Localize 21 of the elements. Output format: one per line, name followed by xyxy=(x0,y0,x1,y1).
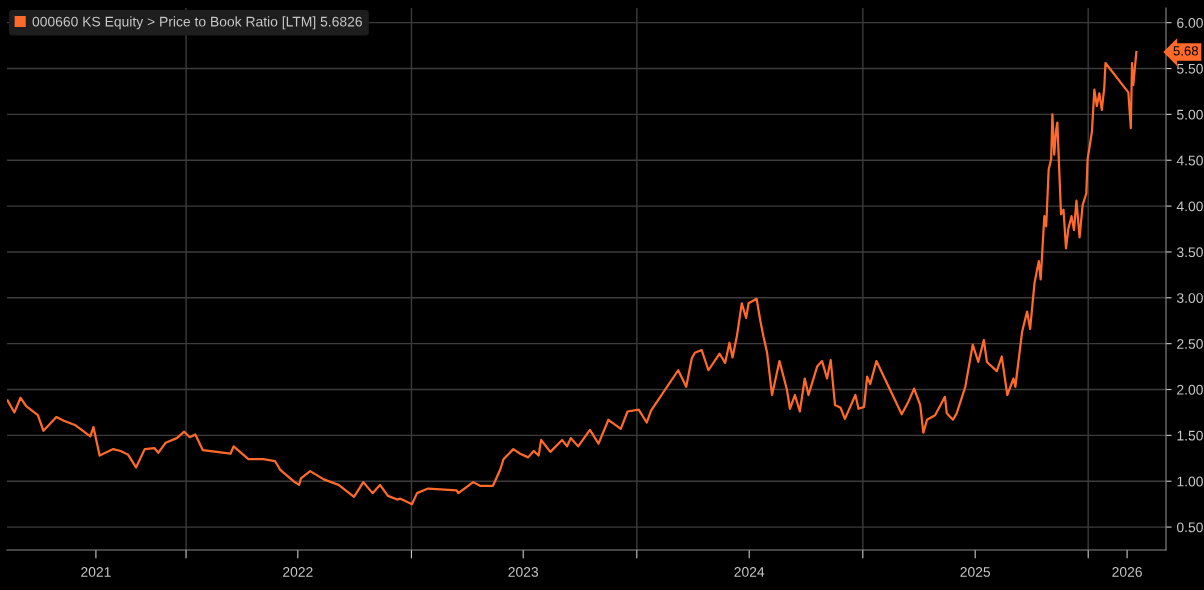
x-tick-label: 2022 xyxy=(283,567,313,577)
x-tick-label: 2026 xyxy=(1112,567,1142,577)
y-tick-label: 1.00 xyxy=(1177,476,1203,487)
legend-label: 000660 KS Equity > Price to Book Ratio [LTM] 5.6826 xyxy=(32,16,362,30)
y-tick-label: 3.50 xyxy=(1176,247,1203,258)
y-tick-label: 5.50 xyxy=(1176,63,1203,74)
y-tick-label: 0.50 xyxy=(1176,522,1203,533)
x-tick-label: 2024 xyxy=(734,567,765,577)
y-tick-label: 6.00 xyxy=(1177,18,1203,28)
y-tick-label: 4.00 xyxy=(1176,201,1203,212)
y-tick-label: 4.50 xyxy=(1176,155,1203,166)
x-tick-label: 2023 xyxy=(508,567,539,577)
text: 5.68 xyxy=(1173,46,1199,56)
y-tick-label: 2.00 xyxy=(1177,384,1203,395)
x-tick-label: 2021 xyxy=(81,567,111,577)
y-tick-label: 1.50 xyxy=(1177,430,1203,441)
line-series xyxy=(7,50,1138,506)
y-tick-label: 5.00 xyxy=(1176,109,1203,120)
y-tick-label: 2.50 xyxy=(1177,338,1203,349)
x-tick-label: 2025 xyxy=(960,567,991,577)
y-tick-label: 3.00 xyxy=(1176,293,1203,303)
